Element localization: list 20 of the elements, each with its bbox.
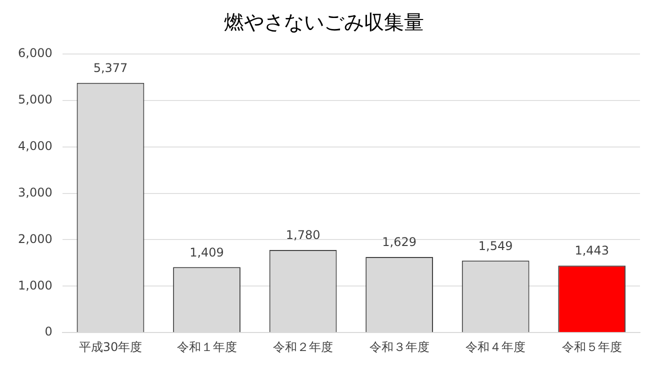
data-label: 1,549 [478, 238, 513, 253]
y-tick-label: 4,000 [18, 138, 52, 153]
chart-title: 燃やさないごみ収集量 [224, 10, 424, 34]
x-tick-label: 令和１年度 [176, 340, 237, 354]
data-label: 1,629 [382, 235, 416, 250]
data-label: 1,409 [190, 245, 224, 260]
y-tick-label: 5,000 [18, 92, 52, 107]
data-label: 5,377 [93, 61, 128, 76]
x-tick-label: 平成30年度 [78, 340, 142, 354]
y-tick-label: 1,000 [18, 278, 52, 292]
x-tick-label: 令和２年度 [273, 340, 334, 354]
x-tick-label: 令和３年度 [369, 340, 430, 354]
y-tick-label: 0 [44, 324, 52, 339]
y-tick-label: 2,000 [18, 232, 52, 246]
y-tick-label: 6,000 [18, 46, 52, 60]
data-label: 1,443 [574, 244, 610, 258]
x-tick-label: 令和４年度 [466, 340, 526, 354]
y-tick-label: 3,000 [18, 185, 52, 200]
data-label: 1,780 [286, 228, 320, 242]
x-tick-label: 令和５年度 [562, 340, 622, 354]
